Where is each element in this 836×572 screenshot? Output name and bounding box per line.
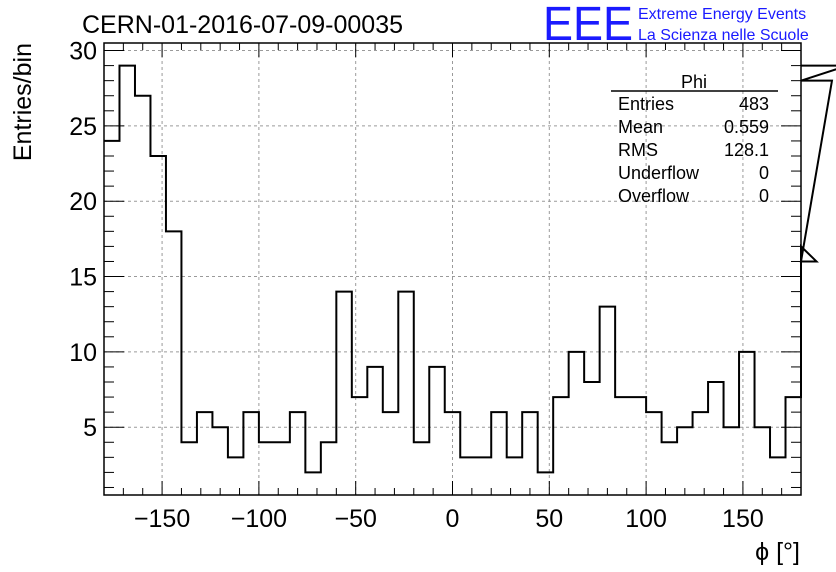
- x-tick-labels: −150 −100 −50 0 50 100 150: [134, 505, 764, 533]
- y-tick-label: 20: [69, 188, 97, 216]
- y-tick-label: 30: [69, 38, 97, 66]
- stats-row-value: 0.559: [724, 117, 769, 137]
- stats-row-label: Overflow: [618, 186, 690, 206]
- stats-row-label: Mean: [618, 117, 663, 137]
- x-tick-label: 50: [535, 505, 563, 533]
- x-tick-label: 100: [625, 505, 667, 533]
- y-axis-label: Entries/bin: [9, 43, 37, 161]
- eee-logo-mark: EEE: [543, 0, 633, 51]
- stats-row-label: Underflow: [618, 163, 700, 183]
- x-tick-label: −150: [134, 505, 190, 533]
- stats-row-label: Entries: [618, 94, 674, 114]
- stats-box-title: Phi: [681, 72, 707, 92]
- y-tick-labels: 5 10 15 20 25 30: [69, 38, 97, 443]
- y-tick-label: 5: [83, 414, 97, 442]
- stats-box: Phi Entries 483 Mean 0.559 RMS 128.1 Underflow…: [611, 72, 778, 206]
- grid-lines: [104, 43, 801, 495]
- x-tick-label: −100: [231, 505, 287, 533]
- chart-title: CERN-01-2016-07-09-00035: [82, 11, 403, 39]
- y-tick-label: 15: [69, 264, 97, 292]
- x-tick-label: −50: [334, 505, 376, 533]
- x-tick-label: 150: [722, 505, 764, 533]
- stats-row-value: 128.1: [724, 140, 769, 160]
- stats-row-value: 0: [759, 186, 769, 206]
- stats-row-value: 0: [759, 163, 769, 183]
- eee-logo-line1: Extreme Energy Events: [638, 6, 806, 23]
- x-tick-label: 0: [446, 505, 460, 533]
- y-tick-label: 10: [69, 339, 97, 367]
- stats-rows: Entries 483 Mean 0.559 RMS 128.1 Underflow 0 Ove…: [618, 94, 769, 206]
- axis-ticks: [103, 43, 802, 495]
- stats-row-value: 483: [739, 94, 769, 114]
- stats-row-label: RMS: [618, 140, 658, 160]
- eee-logo: EEE Extreme Energy Events La Scienza nel…: [543, 0, 809, 51]
- eee-logo-line2: La Scienza nelle Scuole: [638, 27, 809, 44]
- histogram-series: [104, 64, 836, 474]
- x-axis-label: ϕ [°]: [755, 538, 800, 566]
- y-tick-label: 25: [69, 113, 97, 141]
